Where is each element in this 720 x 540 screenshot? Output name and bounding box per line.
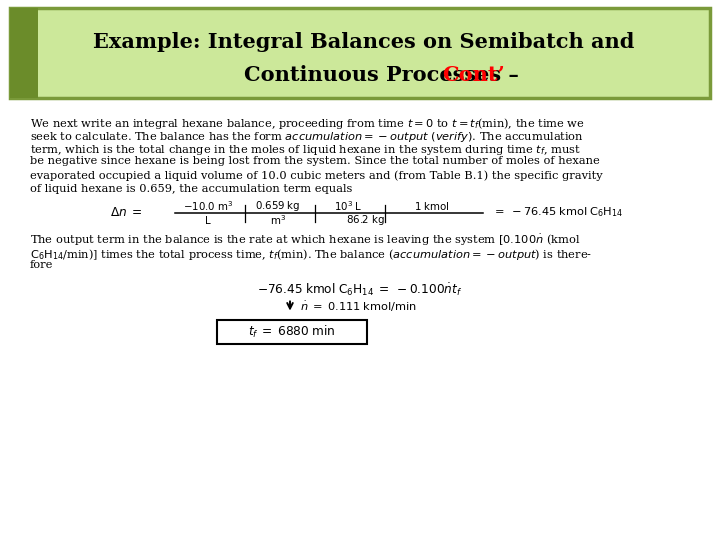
FancyBboxPatch shape	[217, 320, 367, 343]
Text: fore: fore	[30, 260, 53, 270]
Text: $1\;\mathrm{kmol}$: $1\;\mathrm{kmol}$	[414, 200, 450, 212]
Text: $\Delta n\;=$: $\Delta n\;=$	[110, 206, 143, 219]
Text: $10^3\;\mathrm{L}$: $10^3\;\mathrm{L}$	[334, 199, 362, 213]
Text: $-76.45\;\mathrm{kmol\;C_6H_{14}}\;=\;-0.100\dot{n}t_f$: $-76.45\;\mathrm{kmol\;C_6H_{14}}\;=\;-0…	[257, 281, 463, 298]
Text: term, which is the total change in the moles of liquid hexane in the system duri: term, which is the total change in the m…	[30, 143, 581, 157]
Text: $=\;-76.45\;\mathrm{kmol\;C_6H_{14}}$: $=\;-76.45\;\mathrm{kmol\;C_6H_{14}}$	[492, 205, 624, 219]
Text: $\mathrm{m}^3$: $\mathrm{m}^3$	[270, 213, 286, 227]
Text: of liquid hexane is 0.659, the accumulation term equals: of liquid hexane is 0.659, the accumulat…	[30, 184, 352, 193]
Text: $\mathrm{C_6H_{14}}$/min)] times the total process time, $t_f$(min). The balance: $\mathrm{C_6H_{14}}$/min)] times the tot…	[30, 246, 593, 261]
Text: $-10.0\;\mathrm{m}^3$: $-10.0\;\mathrm{m}^3$	[183, 199, 233, 213]
Text: We next write an integral hexane balance, proceeding from time $t = 0$ to $t = t: We next write an integral hexane balance…	[30, 116, 585, 131]
Text: Cont’: Cont’	[442, 65, 505, 85]
Bar	[10, 8, 38, 98]
FancyBboxPatch shape	[10, 8, 710, 98]
Text: be negative since hexane is being lost from the system. Since the total number o: be negative since hexane is being lost f…	[30, 157, 600, 166]
Text: $86.2\;\mathrm{kg}$: $86.2\;\mathrm{kg}$	[346, 213, 384, 227]
Text: Continuous Processes –: Continuous Processes –	[244, 65, 526, 85]
Text: $\dot{n}\;=\;0.111\;\mathrm{kmol/min}$: $\dot{n}\;=\;0.111\;\mathrm{kmol/min}$	[300, 299, 417, 314]
Text: The output term in the balance is the rate at which hexane is leaving the system: The output term in the balance is the ra…	[30, 233, 580, 248]
Text: $t_f\;=\;6880\;\mathrm{min}$: $t_f\;=\;6880\;\mathrm{min}$	[248, 323, 336, 340]
Text: $\mathrm{L}$: $\mathrm{L}$	[204, 214, 212, 226]
Text: evaporated occupied a liquid volume of 10.0 cubic meters and (from Table B.1) th: evaporated occupied a liquid volume of 1…	[30, 170, 603, 180]
Text: $0.659\;\mathrm{kg}$: $0.659\;\mathrm{kg}$	[256, 199, 300, 213]
Text: Example: Integral Balances on Semibatch and: Example: Integral Balances on Semibatch …	[94, 32, 635, 52]
Text: seek to calculate. The balance has the form $\mathit{accumulation} = -\mathit{ou: seek to calculate. The balance has the f…	[30, 130, 584, 144]
